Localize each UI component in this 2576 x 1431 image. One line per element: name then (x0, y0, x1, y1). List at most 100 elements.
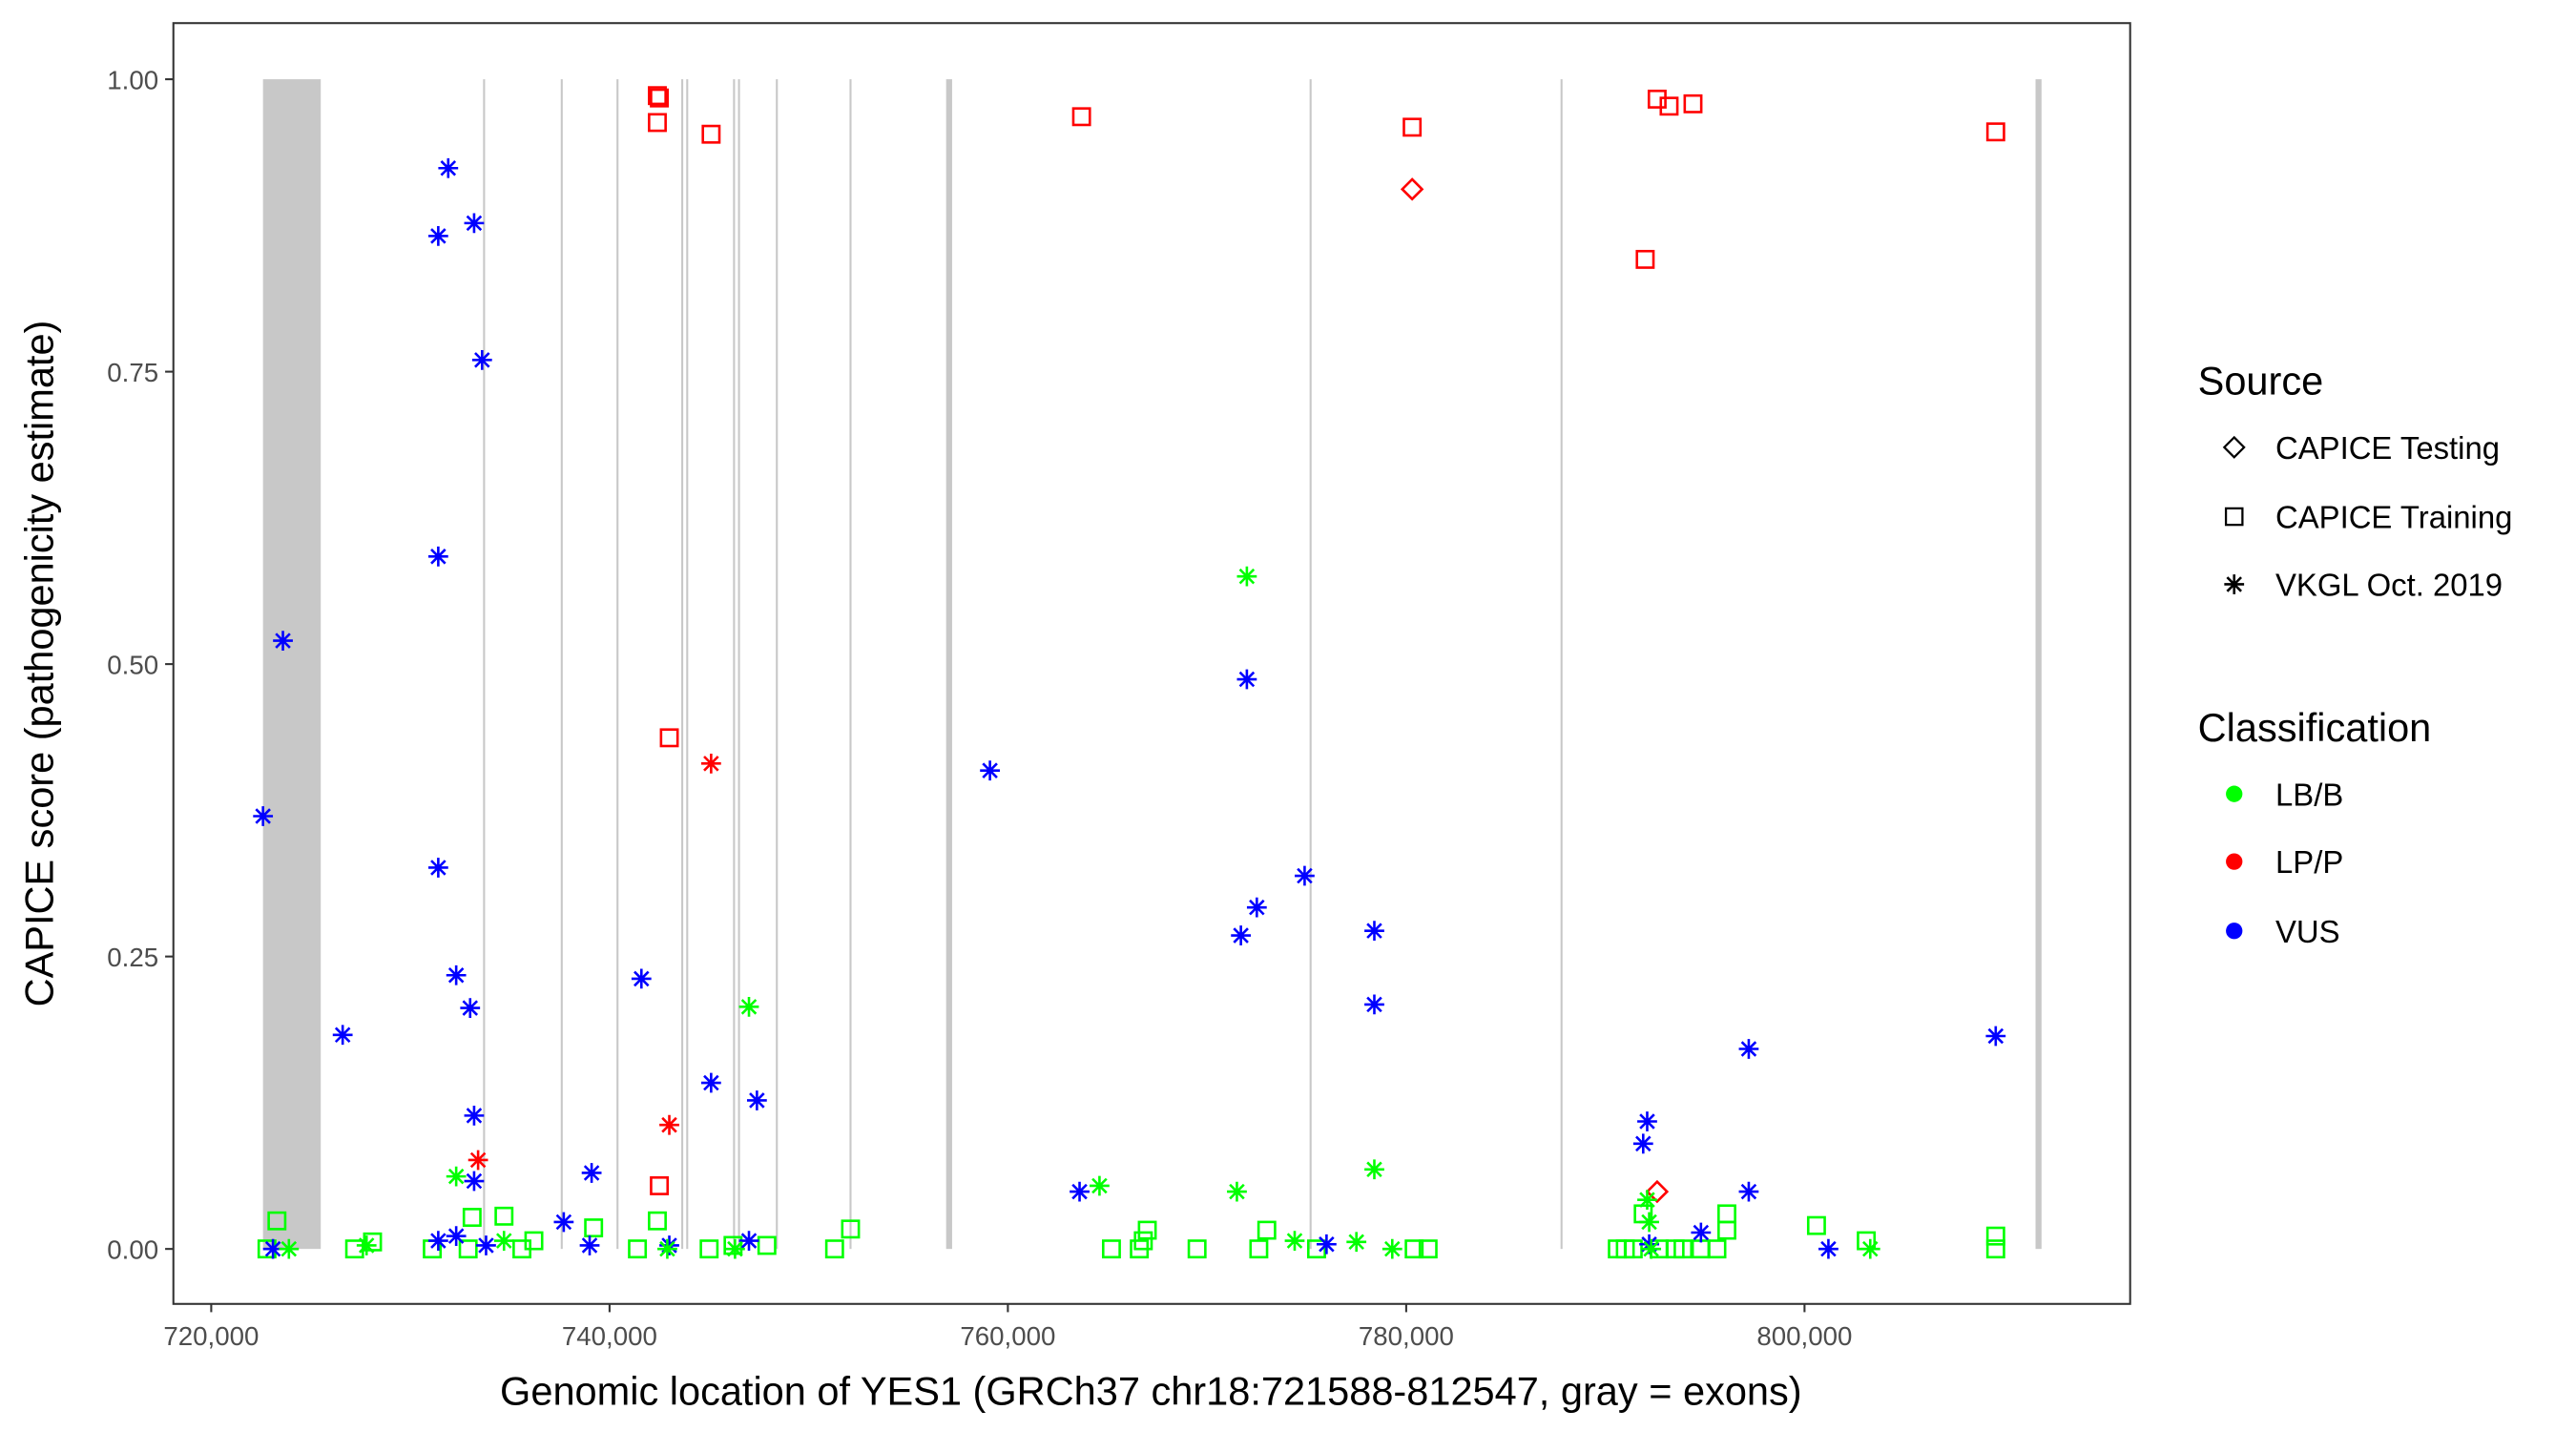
data-point (1659, 96, 1679, 116)
data-point (1635, 249, 1655, 269)
legend-label: CAPICE Training (2275, 500, 2512, 535)
data-point (1346, 1232, 1367, 1253)
data-point (1317, 1234, 1337, 1255)
data-point (1645, 1179, 1670, 1204)
data-point (1071, 107, 1091, 127)
data-point (1806, 1215, 1826, 1235)
data-point (471, 349, 492, 370)
dot-icon (2226, 923, 2243, 940)
data-point (628, 1239, 648, 1259)
data-point (1257, 1220, 1277, 1240)
exon-band (849, 79, 852, 1250)
data-point (1400, 177, 1424, 201)
data-point (427, 858, 448, 878)
data-point (1364, 994, 1384, 1015)
y-tick-label: 0.75 (107, 358, 158, 387)
data-point (460, 998, 481, 1018)
exon-band (945, 79, 952, 1250)
legend-item-capice-testing: CAPICE Testing (2222, 430, 2500, 466)
data-point (1306, 1239, 1326, 1259)
data-point (464, 1106, 485, 1126)
legend-item-lpp: LP/P (2226, 844, 2343, 880)
x-tick-label: 800,000 (1756, 1321, 1852, 1351)
data-point (427, 1231, 448, 1251)
x-tick-label: 720,000 (163, 1321, 259, 1351)
dot-icon (2226, 785, 2243, 802)
data-point (267, 1211, 287, 1231)
data-point (1641, 1238, 1662, 1259)
exon-band (1309, 79, 1312, 1250)
data-point (279, 1238, 300, 1259)
data-point (446, 1226, 467, 1247)
data-point (427, 225, 448, 246)
data-point (1738, 1181, 1759, 1202)
y-tick-label: 1.00 (107, 65, 158, 94)
data-point (1691, 1222, 1712, 1243)
y-axis-title: CAPICE score (pathogenicity estimate) (16, 321, 61, 1007)
data-point (1236, 669, 1257, 690)
y-tick-label: 0.50 (107, 651, 158, 680)
data-point (1090, 1175, 1110, 1196)
legend: Source CAPICE Testing CAPICE Training VK… (2198, 359, 2513, 949)
data-point (650, 1175, 670, 1195)
data-point (659, 728, 679, 748)
x-axis-ticks: 720,000 740,000 760,000 780,000 800,000 (163, 1303, 1852, 1351)
data-point (1738, 1039, 1759, 1059)
data-point (1632, 1133, 1653, 1154)
data-point (648, 113, 667, 133)
data-point (1101, 1239, 1121, 1259)
data-point (1364, 1159, 1384, 1180)
data-point (1295, 865, 1315, 886)
y-tick-label: 0.25 (107, 943, 158, 972)
x-axis-title: Genomic location of YES1 (GRCh37 chr18:7… (500, 1368, 1802, 1413)
data-point (512, 1239, 531, 1259)
data-point (1639, 1234, 1659, 1255)
data-point (657, 1238, 677, 1259)
data-point (1187, 1239, 1207, 1259)
exon-band (776, 79, 779, 1250)
data-point (1683, 93, 1703, 114)
data-point (725, 1238, 745, 1259)
data-point (648, 1211, 667, 1231)
exon-band (733, 79, 736, 1250)
data-point (493, 1231, 514, 1251)
data-point (446, 1166, 467, 1187)
data-point (1137, 1220, 1157, 1240)
exon-band (560, 79, 563, 1250)
legend-item-vus: VUS (2226, 914, 2340, 949)
data-point (581, 1163, 602, 1183)
exon-band (681, 79, 684, 1250)
data-point (1985, 1026, 2006, 1047)
data-point (648, 86, 667, 106)
data-point (1404, 1239, 1424, 1259)
exon-band (2035, 79, 2042, 1250)
data-point (746, 1090, 767, 1110)
data-point (553, 1212, 574, 1233)
legend-label: VUS (2275, 914, 2340, 949)
data-point (1402, 117, 1423, 137)
data-point (738, 1231, 759, 1251)
data-point (356, 1235, 377, 1255)
data-point (273, 631, 293, 651)
data-point (701, 124, 721, 144)
exon-bands (262, 79, 2042, 1250)
legend-item-vkgl: VKGL Oct. 2019 (2224, 568, 2503, 603)
data-point (1985, 1239, 2005, 1259)
y-axis-ticks: 0.00 0.25 0.50 0.75 1.00 (107, 65, 174, 1265)
data-point (1284, 1231, 1305, 1251)
data-point (458, 1239, 478, 1259)
x-tick-label: 780,000 (1359, 1321, 1454, 1351)
data-point (1249, 1239, 1269, 1259)
data-point (1227, 1181, 1247, 1202)
data-point (757, 1235, 777, 1255)
data-point (700, 1072, 721, 1093)
diamond-icon (2222, 435, 2246, 459)
data-point (841, 1219, 861, 1239)
data-point (1639, 1212, 1659, 1233)
legend-title-classification: Classification (2198, 705, 2432, 750)
data-points (253, 86, 2006, 1259)
asterisk-icon (2224, 574, 2245, 594)
data-point (1070, 1181, 1090, 1202)
legend-label: LB/B (2275, 777, 2343, 812)
data-point (1418, 1239, 1438, 1259)
